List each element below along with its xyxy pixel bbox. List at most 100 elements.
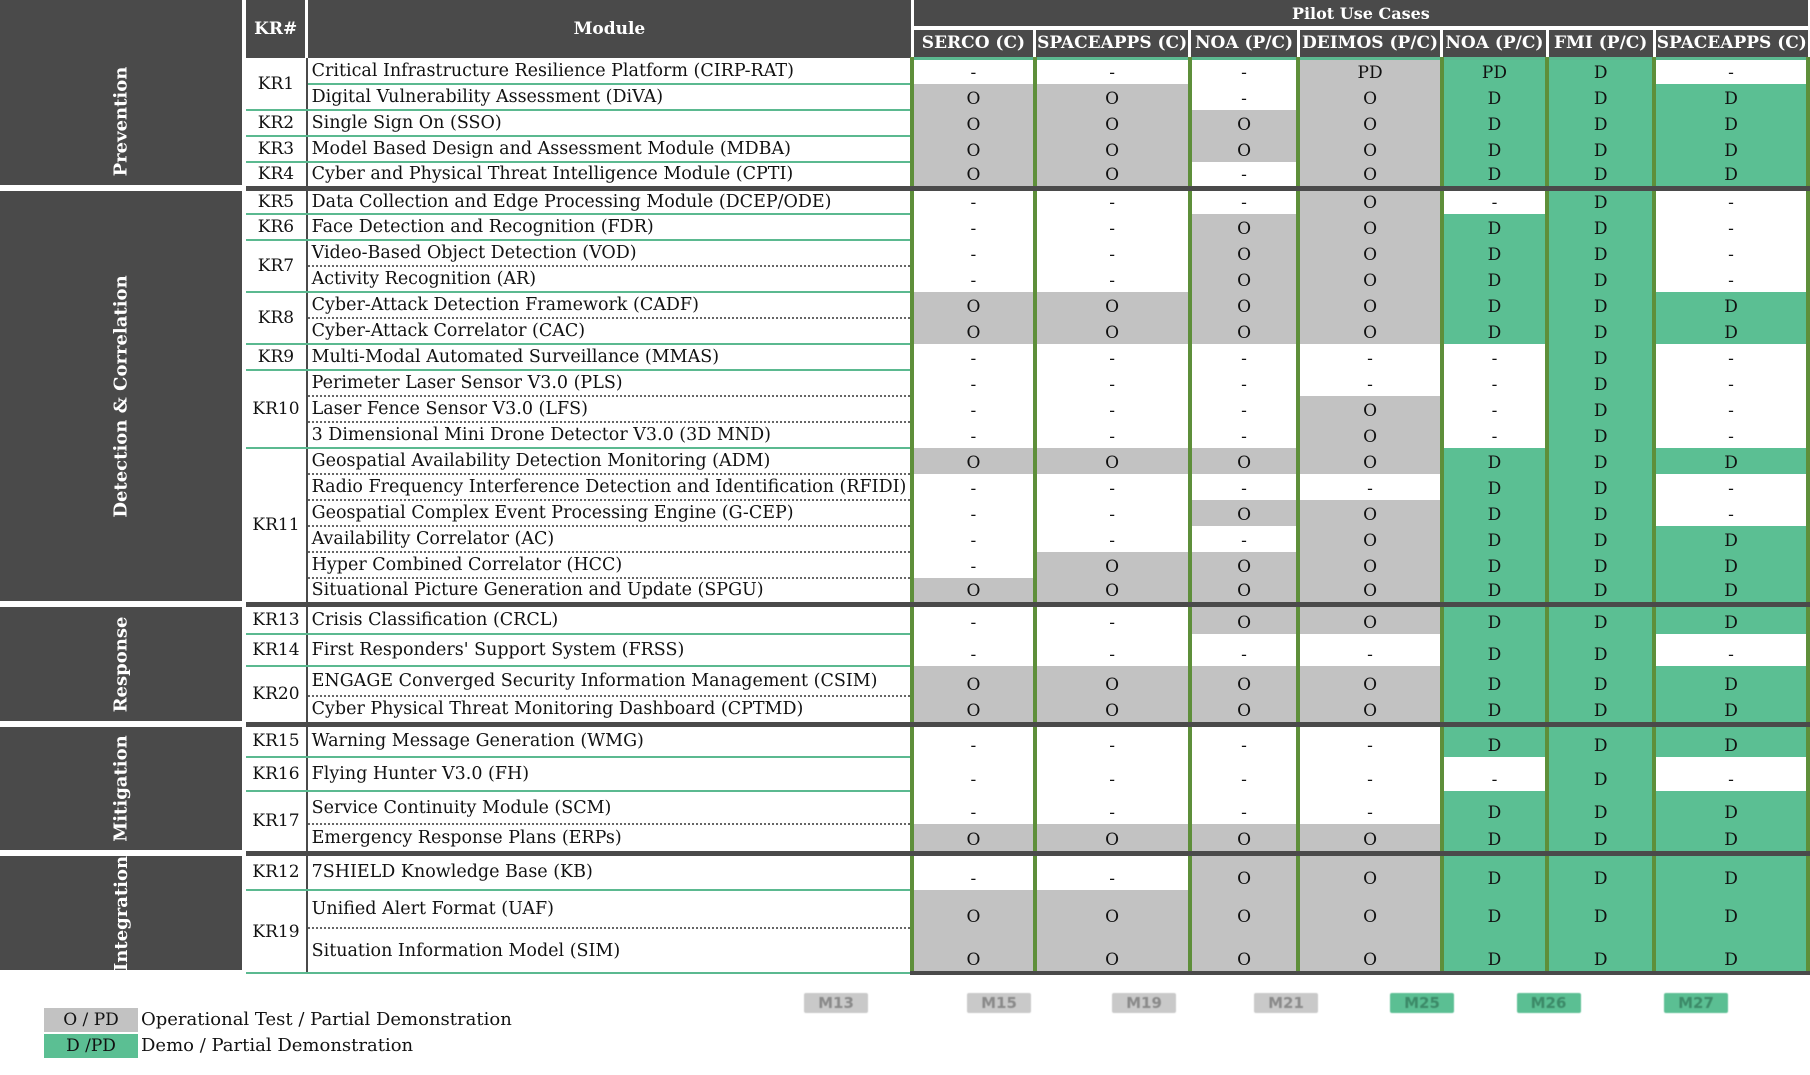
status-value: D xyxy=(1724,89,1738,109)
status-value: D xyxy=(1724,829,1738,850)
status-cell: O xyxy=(910,292,1035,318)
pilot-use-cases-header: Pilot Use Cases xyxy=(912,0,1808,30)
status-cell: D xyxy=(1545,890,1655,928)
status-value: O xyxy=(1363,271,1378,291)
module-name: Cyber Physical Threat Monitoring Dashboa… xyxy=(306,696,914,725)
status-value: O xyxy=(1105,675,1120,695)
status-cell: O xyxy=(910,696,1035,726)
kr-id: KR15 xyxy=(244,721,308,758)
status-value: D xyxy=(1487,89,1502,109)
status-value: D xyxy=(1593,297,1608,317)
column-header-0: SERCO (C) xyxy=(910,28,1035,60)
module-name: Situation Information Model (SIM) xyxy=(306,928,914,974)
status-cell: PD xyxy=(1439,58,1548,84)
status-value: - xyxy=(1728,271,1734,291)
kr-id: KR17 xyxy=(244,791,308,854)
status-value: D xyxy=(1724,950,1738,970)
status-value: - xyxy=(1109,401,1115,421)
status-cell: O xyxy=(1296,240,1442,266)
status-value: - xyxy=(1241,349,1247,369)
status-cell: - xyxy=(910,396,1035,422)
status-cell: D xyxy=(1652,890,1810,928)
status-value: D xyxy=(1593,427,1608,447)
status-cell: - xyxy=(1652,634,1810,666)
status-value: O xyxy=(1105,141,1120,161)
status-value: O xyxy=(1105,829,1120,850)
status-cell: D xyxy=(1439,890,1548,928)
status-value: - xyxy=(1491,193,1498,213)
status-cell: O xyxy=(1032,84,1190,110)
status-value: D xyxy=(1724,580,1738,601)
status-cell: - xyxy=(910,58,1035,84)
status-cell: - xyxy=(1187,84,1299,110)
status-value: O xyxy=(1363,869,1378,889)
status-cell: O xyxy=(1296,214,1442,240)
pilot-use-case-table: KR# Module Pilot Use Cases SERCO (C) SPAC… xyxy=(0,0,1810,976)
status-value: - xyxy=(1241,427,1247,447)
status-cell: O xyxy=(1187,824,1299,855)
status-cell: D xyxy=(1439,850,1548,890)
status-cell: D xyxy=(1545,162,1655,190)
status-value: D xyxy=(1593,645,1608,665)
status-cell: D xyxy=(1439,448,1548,474)
table-row: KR17 Service Continuity Module (SCM) - - - - D… xyxy=(0,791,1810,854)
status-cell: O xyxy=(1187,601,1299,634)
status-value: - xyxy=(1241,479,1247,499)
status-value: - xyxy=(1109,479,1115,499)
status-cell: D xyxy=(1545,666,1655,696)
status-cell: O xyxy=(1296,266,1442,292)
kr-id: KR10 xyxy=(244,370,308,449)
status-value: D xyxy=(1593,401,1608,421)
status-cell: - xyxy=(910,500,1035,526)
status-cell: D xyxy=(1439,824,1548,855)
status-value: D xyxy=(1487,219,1502,239)
status-cell: - xyxy=(1032,757,1190,791)
status-cell: O xyxy=(1032,666,1190,696)
table-row: Laser Fence Sensor V3.0 (LFS) - - - O - D - xyxy=(0,396,1810,423)
status-value: O xyxy=(1363,531,1378,551)
status-cell: - xyxy=(1032,474,1190,500)
module-name: 3 Dimensional Mini Drone Detector V3.0 (… xyxy=(306,422,914,449)
status-cell: O xyxy=(1187,890,1299,928)
module-header: Module xyxy=(306,0,914,58)
status-cell: - xyxy=(1296,474,1442,500)
status-value: D xyxy=(1593,219,1608,239)
table-row: KR9 Multi-Modal Automated Surveillance (M… xyxy=(0,344,1810,371)
status-value: - xyxy=(1367,770,1373,790)
status-value: D xyxy=(1593,557,1608,577)
status-value: O xyxy=(1363,245,1378,265)
status-cell: - xyxy=(910,266,1035,292)
table-row: KR3 Model Based Design and Assessment Mod… xyxy=(0,136,1810,163)
status-cell: O xyxy=(1296,396,1442,422)
status-value: D xyxy=(1487,950,1502,970)
status-value: O xyxy=(1363,453,1378,473)
status-cell: O xyxy=(1296,601,1442,634)
status-cell: - xyxy=(1032,500,1190,526)
table-row: Emergency Response Plans (ERPs) O O O O D D D xyxy=(0,824,1810,855)
status-cell: D xyxy=(1545,526,1655,552)
module-name: Cyber-Attack Detection Framework (CADF) xyxy=(306,292,914,319)
status-cell: O xyxy=(1032,162,1190,190)
status-value: O xyxy=(1237,675,1251,695)
status-cell: - xyxy=(910,214,1035,240)
status-value: D xyxy=(1487,645,1502,665)
status-value: D xyxy=(1593,700,1608,721)
status-value: D xyxy=(1593,869,1608,889)
status-value: - xyxy=(1109,427,1115,447)
status-cell: O xyxy=(910,110,1035,136)
status-value: O xyxy=(1237,271,1251,291)
status-cell: D xyxy=(1652,721,1810,757)
status-value: O xyxy=(1363,164,1378,185)
status-value: - xyxy=(1728,645,1734,665)
table-row: KR8 Cyber-Attack Detection Framework (CAD… xyxy=(0,292,1810,345)
status-cell: O xyxy=(1032,890,1190,928)
status-cell: - xyxy=(1032,344,1190,370)
status-value: D xyxy=(1724,453,1738,473)
status-value: - xyxy=(1728,401,1734,421)
status-cell: - xyxy=(1187,526,1299,552)
status-value: D xyxy=(1593,736,1608,756)
status-cell: D xyxy=(1439,136,1548,162)
table-row: Situation Information Model (SIM) O O O O D D D xyxy=(0,928,1810,975)
module-name: Single Sign On (SSO) xyxy=(306,110,914,137)
status-cell: - xyxy=(910,850,1035,890)
